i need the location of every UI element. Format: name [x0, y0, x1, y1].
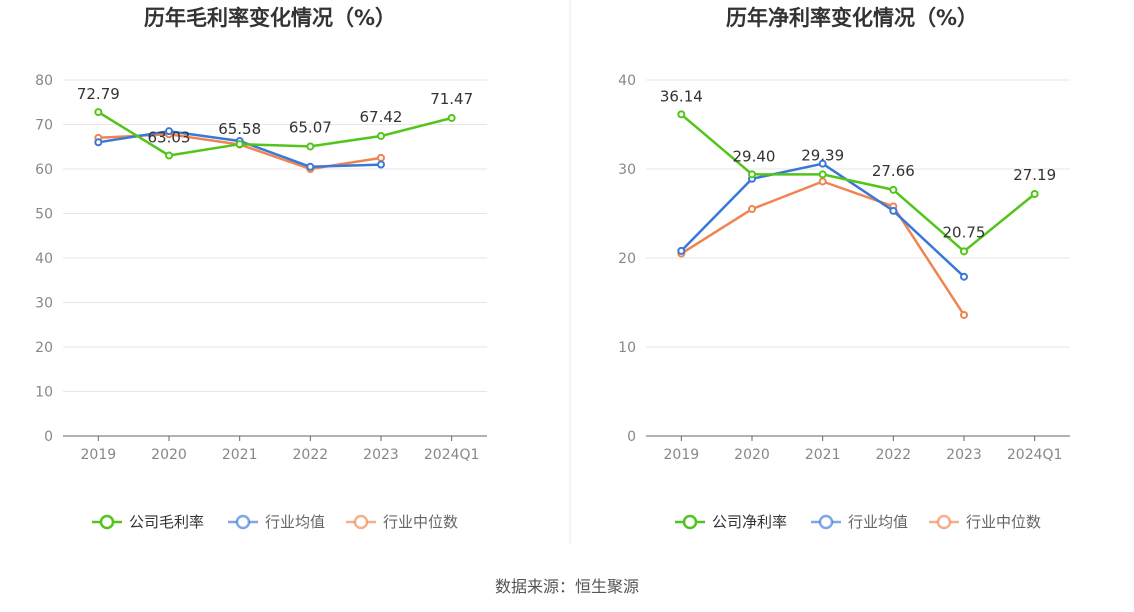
data-point [377, 153, 385, 162]
y-tick-label: 50 [35, 207, 53, 223]
legend-swatch-marker [818, 514, 834, 530]
legend-label: 行业均值 [848, 513, 908, 531]
legend-swatch-marker [99, 514, 115, 530]
y-tick-label: 10 [35, 385, 53, 401]
data-label: 71.47 [430, 90, 473, 108]
data-label: 63.03 [148, 129, 191, 147]
legend-swatch-marker [235, 514, 251, 530]
x-tick-label: 2019 [81, 447, 117, 463]
data-label: 72.79 [77, 85, 120, 103]
x-tick-label: 2020 [734, 447, 770, 463]
y-tick-label: 60 [35, 162, 53, 178]
data-label: 27.66 [872, 162, 915, 180]
data-point [94, 108, 103, 117]
legend-swatch-marker [936, 514, 952, 530]
x-tick-label: 2022 [876, 447, 912, 463]
data-label: 65.58 [218, 120, 261, 138]
y-tick-label: 0 [627, 429, 636, 445]
x-tick-label: 2019 [664, 447, 700, 463]
x-tick-label: 2023 [946, 447, 982, 463]
legend-label: 公司毛利率 [129, 513, 204, 531]
data-point [306, 142, 315, 151]
data-point [960, 247, 968, 256]
data-point [818, 159, 827, 168]
data-point [377, 160, 385, 169]
y-tick-label: 40 [618, 73, 636, 89]
series-line [680, 180, 966, 316]
y-tick-label: 0 [44, 429, 53, 445]
data-point [818, 170, 827, 179]
y-tick-label: 10 [618, 340, 636, 356]
x-tick-label: 2020 [151, 447, 187, 463]
legend-swatch-marker [353, 514, 369, 530]
x-tick-label: 2021 [222, 447, 258, 463]
data-point [818, 177, 827, 186]
data-label: 65.07 [289, 118, 332, 136]
legend-label: 行业中位数 [966, 513, 1041, 531]
data-point [889, 206, 898, 215]
x-tick-label: 2021 [805, 447, 841, 463]
x-tick-label: 2024Q1 [1007, 447, 1063, 463]
chart-title: 历年净利率变化情况（%） [726, 6, 978, 30]
data-point [377, 131, 385, 140]
data-source-text: 数据来源：恒生聚源 [495, 577, 639, 596]
y-tick-label: 20 [618, 251, 636, 267]
series-line [97, 111, 453, 157]
data-point [677, 246, 686, 255]
data-point [447, 113, 456, 122]
data-label: 27.19 [1013, 166, 1056, 184]
data-point [165, 151, 173, 160]
data-label: 20.75 [943, 223, 986, 241]
data-point [165, 127, 173, 136]
x-tick-label: 2023 [363, 447, 399, 463]
data-point [748, 205, 756, 214]
data-point [960, 272, 968, 281]
data-point [94, 138, 103, 147]
y-tick-label: 30 [618, 162, 636, 178]
data-point [306, 162, 315, 171]
legend-label: 公司净利率 [712, 513, 787, 531]
legend-swatch-marker [682, 514, 698, 530]
y-tick-label: 20 [35, 340, 53, 356]
data-label: 67.42 [360, 108, 403, 126]
y-tick-label: 80 [35, 73, 53, 89]
data-label: 29.40 [733, 147, 776, 165]
data-point [889, 185, 898, 194]
data-point [235, 140, 244, 149]
x-tick-label: 2022 [293, 447, 329, 463]
data-point [960, 310, 968, 319]
data-label: 29.39 [801, 146, 844, 164]
y-tick-label: 30 [35, 296, 53, 312]
chart-title: 历年毛利率变化情况（%） [144, 6, 396, 30]
legend-label: 行业中位数 [383, 513, 458, 531]
x-tick-label: 2024Q1 [424, 447, 480, 463]
data-point [748, 170, 756, 179]
y-tick-label: 40 [35, 251, 53, 267]
data-point [1030, 190, 1039, 199]
y-tick-label: 70 [35, 118, 53, 134]
legend-label: 行业均值 [265, 513, 325, 531]
data-label: 36.14 [660, 87, 703, 105]
series-line [680, 113, 1036, 253]
data-point [677, 110, 686, 119]
